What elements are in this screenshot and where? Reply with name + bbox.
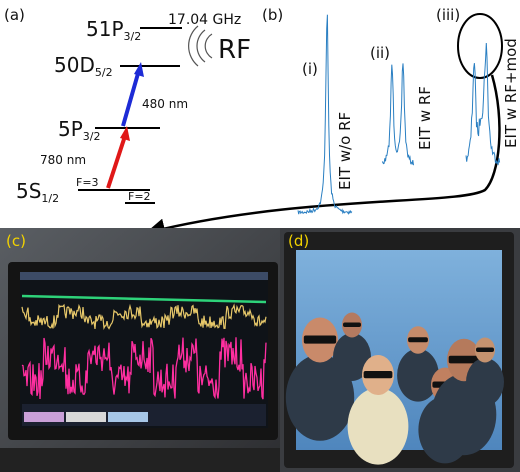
arrow-head bbox=[134, 62, 144, 77]
connector-arrow bbox=[145, 74, 501, 239]
probe-label: 780 nm bbox=[40, 153, 86, 167]
status-box bbox=[108, 412, 148, 422]
person-body bbox=[466, 358, 504, 406]
person-body bbox=[347, 387, 409, 465]
person-body bbox=[333, 333, 371, 381]
sunglasses bbox=[408, 337, 428, 343]
menu-bar bbox=[20, 272, 268, 280]
panel-label: (c) bbox=[6, 232, 26, 250]
panel-label: (d) bbox=[288, 232, 309, 250]
panel-label: (a) bbox=[4, 6, 25, 24]
sunglasses bbox=[343, 322, 361, 327]
yellow-trace bbox=[21, 303, 267, 331]
magenta-trace bbox=[21, 337, 267, 400]
sunglasses bbox=[303, 335, 337, 344]
sunglasses bbox=[448, 355, 480, 364]
rf-frequency: 17.04 GHz bbox=[168, 12, 241, 28]
coupling-label: 480 nm bbox=[142, 97, 188, 111]
person-body bbox=[397, 348, 439, 402]
probe-arrow bbox=[106, 135, 127, 189]
sunglasses bbox=[363, 371, 393, 379]
hyperfine-label: F=2 bbox=[128, 190, 151, 203]
panel-a: (a) 51P3/2 17.04 GHz RF 50D5/2 480 nm 5P… bbox=[4, 6, 251, 205]
trace-label: (i) bbox=[302, 60, 318, 78]
arrow-head bbox=[120, 126, 130, 141]
hyperfine-label: F=3 bbox=[76, 176, 99, 189]
person-body bbox=[285, 354, 355, 441]
zoom-ellipse bbox=[457, 13, 503, 79]
trace-caption: EIT w/o RF bbox=[336, 112, 354, 190]
spectrum-trace bbox=[465, 42, 501, 166]
trace-label: (iii) bbox=[436, 6, 460, 24]
panel-label: (b) bbox=[262, 6, 283, 24]
rf-waves bbox=[188, 25, 213, 67]
level-label: 50D5/2 bbox=[54, 53, 113, 79]
panel-d-photo: (d) bbox=[280, 228, 520, 472]
panel-c-photo: (c) bbox=[0, 228, 280, 472]
panel-b: (b) (i) EIT w/o RF (ii) EIT w RF (iii) E… bbox=[145, 6, 520, 239]
status-box bbox=[24, 412, 64, 422]
coupling-arrow bbox=[121, 69, 141, 127]
spectrum-trace bbox=[297, 14, 353, 215]
green-trace bbox=[21, 294, 267, 304]
trace-label: (ii) bbox=[370, 44, 390, 62]
rf-label: RF bbox=[218, 35, 251, 65]
status-box bbox=[66, 412, 106, 422]
level-label: 5S1/2 bbox=[16, 179, 59, 205]
spectrum-trace bbox=[381, 63, 414, 166]
trace-caption: EIT w RF+mod bbox=[502, 38, 520, 148]
trace-caption: EIT w RF bbox=[416, 86, 434, 150]
level-label: 5P3/2 bbox=[58, 117, 101, 143]
desk bbox=[0, 448, 280, 472]
sunglasses bbox=[476, 347, 494, 352]
level-label: 51P3/2 bbox=[86, 17, 141, 43]
